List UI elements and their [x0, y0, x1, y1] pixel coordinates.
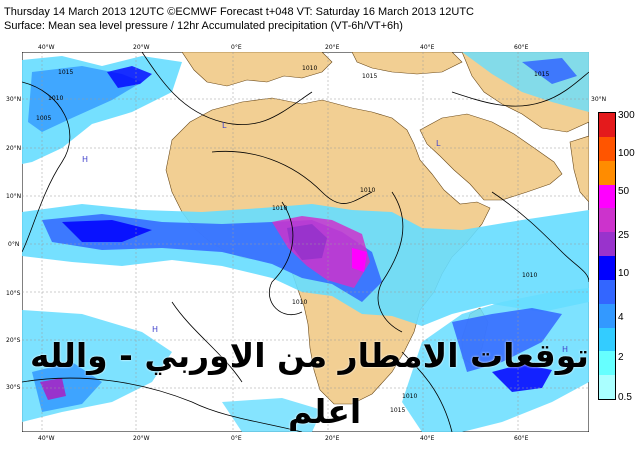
lon-label-bottom: 60°E: [514, 435, 529, 442]
overlay-caption-line1: توقعات الامطار من الاوربي - والله: [30, 336, 589, 375]
precip-band: [492, 364, 552, 392]
isobar-label: 1015: [58, 69, 73, 76]
precip-band: [522, 58, 577, 84]
low-pressure-mark: L: [436, 139, 441, 148]
legend-label: 100: [618, 148, 635, 159]
lat-label-left: 0°N: [8, 241, 20, 248]
lon-label-top: 40°E: [420, 44, 435, 51]
isobar-label: 1010: [302, 65, 317, 72]
lat-label-left: 20°N: [6, 145, 22, 152]
overlay-caption-line2: اعلم: [288, 392, 362, 431]
legend-label: 4: [618, 312, 624, 323]
forecast-title: Thursday 14 March 2013 12UTC ©ECMWF Fore…: [4, 6, 474, 18]
precip-band: [222, 398, 322, 432]
legend-label: 50: [618, 186, 630, 197]
legend-swatch: [599, 160, 615, 185]
isobar-line: [269, 201, 303, 315]
precip-band: [62, 220, 152, 242]
isobar-label: 1005: [36, 115, 51, 122]
legend-swatch: [599, 279, 615, 305]
precip-heavy: [287, 224, 327, 260]
isobar-line: [211, 150, 373, 204]
lat-label-left: 10°N: [6, 193, 22, 200]
forecast-subtitle: Surface: Mean sea level pressure / 12hr …: [4, 20, 403, 32]
lat-label-left: 10°S: [6, 290, 21, 297]
legend-swatch: [599, 351, 615, 376]
precip-band: [40, 378, 66, 400]
isobar-line: [377, 191, 404, 333]
turkey-land: [351, 52, 463, 75]
lon-label-top: 20°E: [325, 44, 340, 51]
legend-label: 25: [618, 230, 630, 241]
high-pressure-mark: H: [82, 155, 88, 164]
legend-swatch: [599, 303, 615, 328]
isobar-label: 1010: [292, 299, 307, 306]
precipitation-color-scale: [598, 112, 616, 400]
legend-swatch: [599, 327, 615, 352]
isobar-line: [491, 191, 589, 283]
precipitation-areas: [22, 52, 589, 432]
isobar-label: 1015: [534, 71, 549, 78]
lat-label-left: 20°S: [6, 337, 21, 344]
lon-label-bottom: 0°E: [231, 435, 242, 442]
isobar-label: 1010: [360, 187, 375, 194]
precip-band: [28, 66, 142, 132]
isobar-label: 1015: [362, 73, 377, 80]
isobar-line: [22, 377, 303, 432]
isobar-labels: 1015 1010 1005 1010 1015 1010 1010 1015 …: [36, 65, 549, 414]
isobar-line: [141, 52, 313, 126]
precip-heavy: [352, 248, 367, 272]
legend-label: 300: [618, 110, 635, 121]
lon-label-top: 40°W: [38, 44, 55, 51]
legend-swatch: [599, 232, 615, 257]
lat-label-right: 30°N: [591, 96, 607, 103]
lon-label-top: 0°E: [231, 44, 242, 51]
legend-swatch: [599, 136, 615, 162]
isobar-line: [401, 351, 453, 432]
legend-swatch: [599, 113, 615, 138]
low-pressure-mark: L: [222, 121, 227, 130]
legend-label: 2: [618, 352, 624, 363]
isobar-label: 1015: [390, 407, 405, 414]
isobar-line: [22, 81, 71, 253]
legend-label: 0.5: [618, 392, 632, 403]
legend-swatch: [599, 256, 615, 281]
lon-label-top: 20°W: [133, 44, 150, 51]
lon-label-bottom: 20°W: [133, 435, 150, 442]
lat-label-left: 30°N: [6, 96, 22, 103]
lat-lon-grid: [22, 52, 589, 432]
isobar-line: [171, 301, 243, 383]
forecast-map: 1015 1010 1005 1010 1015 1010 1010 1015 …: [22, 52, 589, 432]
lon-label-bottom: 20°E: [325, 435, 340, 442]
lat-label-left: 30°S: [6, 384, 21, 391]
isobar-label: 1010: [272, 205, 287, 212]
legend-label: 10: [618, 268, 630, 279]
legend-swatch: [599, 375, 615, 400]
europe-land: [181, 52, 333, 87]
isobar-label: 1010: [48, 95, 63, 102]
pressure-centres: H L L H H: [82, 121, 568, 354]
precip-band: [107, 66, 152, 88]
high-pressure-mark: H: [562, 345, 568, 354]
india-land: [569, 135, 589, 203]
isobar-label: 1010: [402, 393, 417, 400]
legend-swatch: [599, 208, 615, 233]
lon-label-bottom: 40°E: [420, 435, 435, 442]
arabia-land: [419, 113, 563, 201]
isobar-label: 1010: [522, 272, 537, 279]
isobars: [22, 52, 589, 432]
isobar-line: [451, 71, 589, 107]
legend-swatch: [599, 184, 615, 209]
lon-label-top: 60°E: [514, 44, 529, 51]
high-pressure-mark: H: [152, 325, 158, 334]
lon-label-bottom: 40°W: [38, 435, 55, 442]
